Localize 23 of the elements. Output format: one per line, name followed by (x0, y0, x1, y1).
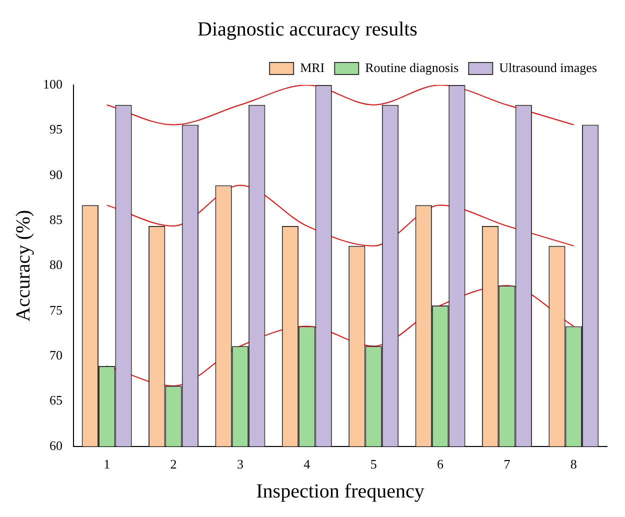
legend-label: Ultrasound images (499, 60, 597, 75)
x-tick-label: 1 (104, 456, 110, 472)
y-tick-label: 85 (50, 212, 62, 227)
x-tick-label: 4 (304, 456, 311, 472)
chart-title: Diagnostic accuracy results (198, 18, 418, 40)
y-tick-label: 75 (50, 302, 62, 318)
legend-label: MRI (300, 60, 325, 75)
y-axis-title: Accuracy (%) (12, 210, 34, 322)
x-tick-label: 2 (170, 456, 177, 472)
x-tick-label: 3 (236, 456, 244, 472)
x-tick-label: 5 (370, 456, 377, 472)
y-tick-label: 80 (50, 257, 62, 272)
y-tick-label: 60 (50, 438, 62, 453)
x-tick-label: 6 (437, 456, 444, 472)
x-axis-title: Inspection frequency (256, 480, 424, 502)
legend-label: Routine diagnosis (365, 60, 459, 75)
y-tick-label: 90 (50, 166, 62, 182)
y-tick-label: 70 (50, 347, 62, 362)
y-tick-label: 95 (50, 122, 62, 137)
y-tick-label: 100 (43, 76, 62, 92)
x-tick-label: 8 (570, 456, 577, 472)
x-tick-label: 7 (504, 456, 511, 472)
y-tick-label: 65 (50, 392, 62, 408)
